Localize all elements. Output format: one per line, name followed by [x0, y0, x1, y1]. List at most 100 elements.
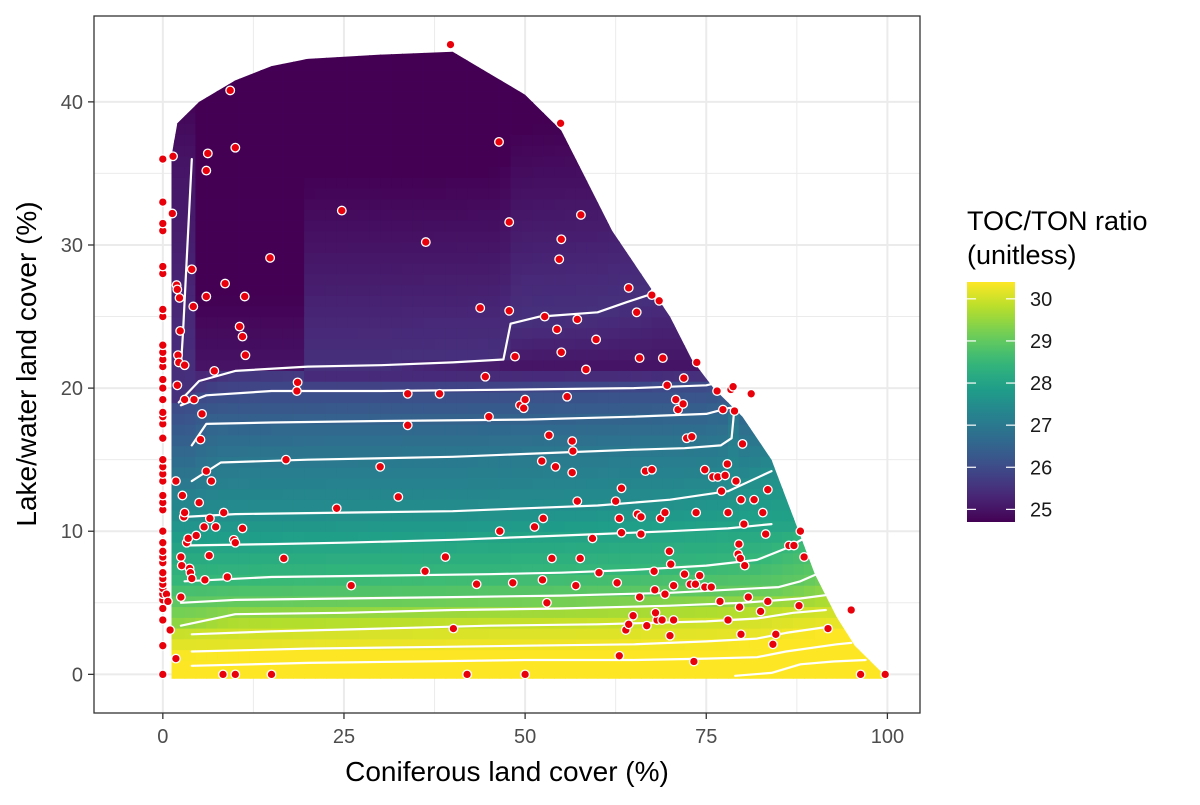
heatmap-cell [325, 627, 338, 640]
heatmap-cell [619, 305, 631, 318]
heatmap-cell [423, 219, 436, 232]
heatmap-cell [369, 338, 381, 350]
heatmap-cell [336, 370, 349, 382]
heatmap-cell [488, 606, 501, 618]
heatmap-cell [358, 295, 371, 307]
heatmap-cell [369, 477, 381, 490]
heatmap-cell [260, 391, 273, 404]
data-point [206, 476, 217, 487]
heatmap-cell [347, 595, 360, 608]
heatmap-cell [456, 177, 468, 189]
heatmap-cell [532, 348, 545, 361]
heatmap-cell [488, 305, 501, 318]
heatmap-cell [695, 606, 708, 618]
heatmap-cell [630, 649, 642, 661]
heatmap-cell [325, 230, 338, 243]
heatmap-cell [488, 649, 501, 661]
heatmap-cell [662, 563, 675, 575]
heatmap-cell [304, 219, 316, 232]
heatmap-cell [499, 295, 512, 307]
heatmap-cell [728, 670, 740, 679]
heatmap-cell [434, 456, 447, 468]
heatmap-cell [293, 295, 305, 307]
heatmap-cell [467, 219, 479, 232]
heatmap-cell [238, 542, 251, 554]
heatmap-cell [836, 660, 849, 672]
heatmap-cell [554, 305, 566, 318]
heatmap-cell [325, 413, 338, 425]
heatmap-cell [260, 499, 273, 511]
heatmap-cell [358, 51, 371, 60]
heatmap-cell [521, 617, 534, 629]
heatmap-cell [847, 638, 860, 651]
heatmap-cell [217, 177, 229, 189]
heatmap-cell [684, 531, 697, 543]
data-point [157, 490, 168, 501]
heatmap-cell [195, 670, 208, 679]
heatmap-cell [814, 649, 827, 661]
heatmap-cell [554, 316, 566, 329]
heatmap-cell [684, 649, 697, 661]
heatmap-cell [554, 284, 566, 296]
heatmap-cell [510, 144, 523, 157]
heatmap-cell [608, 434, 621, 447]
heatmap-cell [532, 584, 545, 597]
heatmap-cell [749, 563, 762, 575]
heatmap-cell [488, 466, 501, 479]
heatmap-cell [369, 219, 381, 232]
heatmap-cell [456, 456, 468, 468]
data-point [165, 625, 176, 635]
heatmap-cell [597, 316, 610, 329]
heatmap-cell [336, 112, 349, 125]
data-point [281, 454, 291, 465]
data-point [665, 630, 675, 641]
heatmap-cell [228, 230, 240, 243]
heatmap-cell [304, 123, 316, 135]
heatmap-cell [238, 670, 251, 679]
heatmap-cell [771, 488, 784, 500]
heatmap-cell [325, 91, 338, 103]
heatmap-cell [391, 348, 403, 361]
heatmap-cell [434, 252, 447, 264]
heatmap-cell [532, 617, 545, 629]
heatmap-cell [423, 499, 436, 511]
heatmap-cell [488, 316, 501, 329]
heatmap-cell [488, 348, 501, 361]
heatmap-cell [619, 509, 631, 522]
heatmap-cell [630, 413, 642, 425]
heatmap-cell [467, 649, 479, 661]
heatmap-cell [597, 273, 610, 286]
heatmap-cell [662, 327, 675, 339]
heatmap-cell [641, 606, 653, 618]
heatmap-cell [195, 123, 208, 135]
heatmap-cell [271, 445, 284, 457]
heatmap-cell [608, 273, 621, 286]
heatmap-cell [412, 488, 425, 500]
heatmap-cell [228, 262, 240, 275]
heatmap-cell [554, 563, 566, 575]
heatmap-cell [717, 520, 729, 532]
heatmap-cell [217, 101, 229, 114]
heatmap-cell [586, 649, 599, 661]
heatmap-cell [467, 595, 479, 608]
heatmap-cell [554, 134, 566, 146]
heatmap-cell [521, 273, 534, 286]
heatmap-cell [532, 144, 545, 157]
heatmap-cell [369, 295, 381, 307]
heatmap-cell [499, 177, 512, 189]
heatmap-cell [293, 370, 305, 382]
heatmap-cell [271, 370, 284, 382]
heatmap-cell [521, 520, 534, 532]
heatmap-cell [575, 563, 588, 575]
heatmap-cell [228, 209, 240, 221]
heatmap-cell [238, 273, 251, 286]
heatmap-cell [380, 574, 392, 586]
heatmap-cell [456, 370, 468, 382]
heatmap-cell [228, 552, 240, 565]
heatmap-cell [456, 574, 468, 586]
heatmap-cell [293, 327, 305, 339]
heatmap-cell [391, 413, 403, 425]
heatmap-cell [238, 531, 251, 543]
heatmap-cell [641, 284, 653, 296]
heatmap-cell [249, 338, 262, 350]
